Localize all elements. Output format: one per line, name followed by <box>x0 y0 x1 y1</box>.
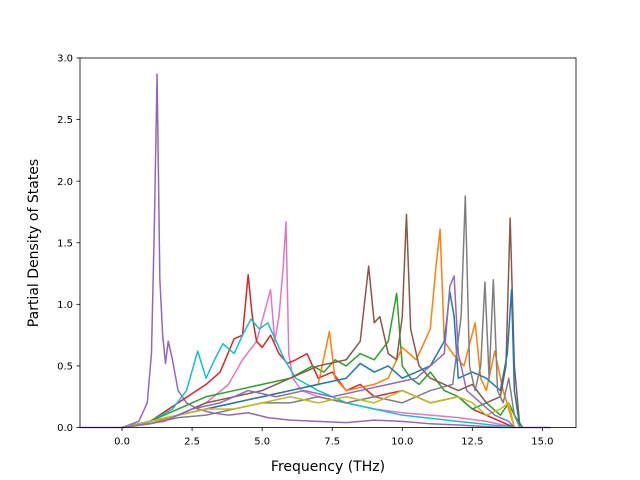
y-axis-ticks: 0.0 0.5 1.0 1.5 2.0 2.5 3.0 <box>57 54 80 434</box>
series-line-1 <box>80 73 551 429</box>
series-line-7 <box>121 213 521 429</box>
series-line-10 <box>121 389 516 429</box>
x-tick-label: 5.0 <box>254 437 270 448</box>
y-tick-label: 0.5 <box>57 362 73 373</box>
y-tick-label: 2.0 <box>57 177 73 188</box>
series-line-2 <box>121 221 515 429</box>
x-tick-label: 0.0 <box>114 437 130 448</box>
x-tick-label: 10.0 <box>391 437 413 448</box>
y-tick-label: 1.0 <box>57 300 73 311</box>
x-axis-label: Frequency (THz) <box>271 459 385 475</box>
x-tick-label: 12.5 <box>461 437 483 448</box>
series-line-11 <box>121 275 515 429</box>
x-tick-label: 15.0 <box>531 437 553 448</box>
y-tick-label: 1.5 <box>57 238 73 249</box>
x-axis-ticks: 0.0 2.5 5.0 7.5 10.0 12.5 15.0 <box>114 427 554 448</box>
series-line-5 <box>121 292 524 429</box>
y-tick-label: 3.0 <box>57 54 73 65</box>
series-lines <box>80 73 551 429</box>
x-tick-label: 7.5 <box>324 437 340 448</box>
y-tick-label: 2.5 <box>57 115 73 126</box>
x-tick-label: 2.5 <box>184 437 200 448</box>
y-tick-label: 0.0 <box>57 423 73 434</box>
series-line-4 <box>121 318 515 429</box>
y-axis-label: Partial Density of States <box>26 159 42 327</box>
